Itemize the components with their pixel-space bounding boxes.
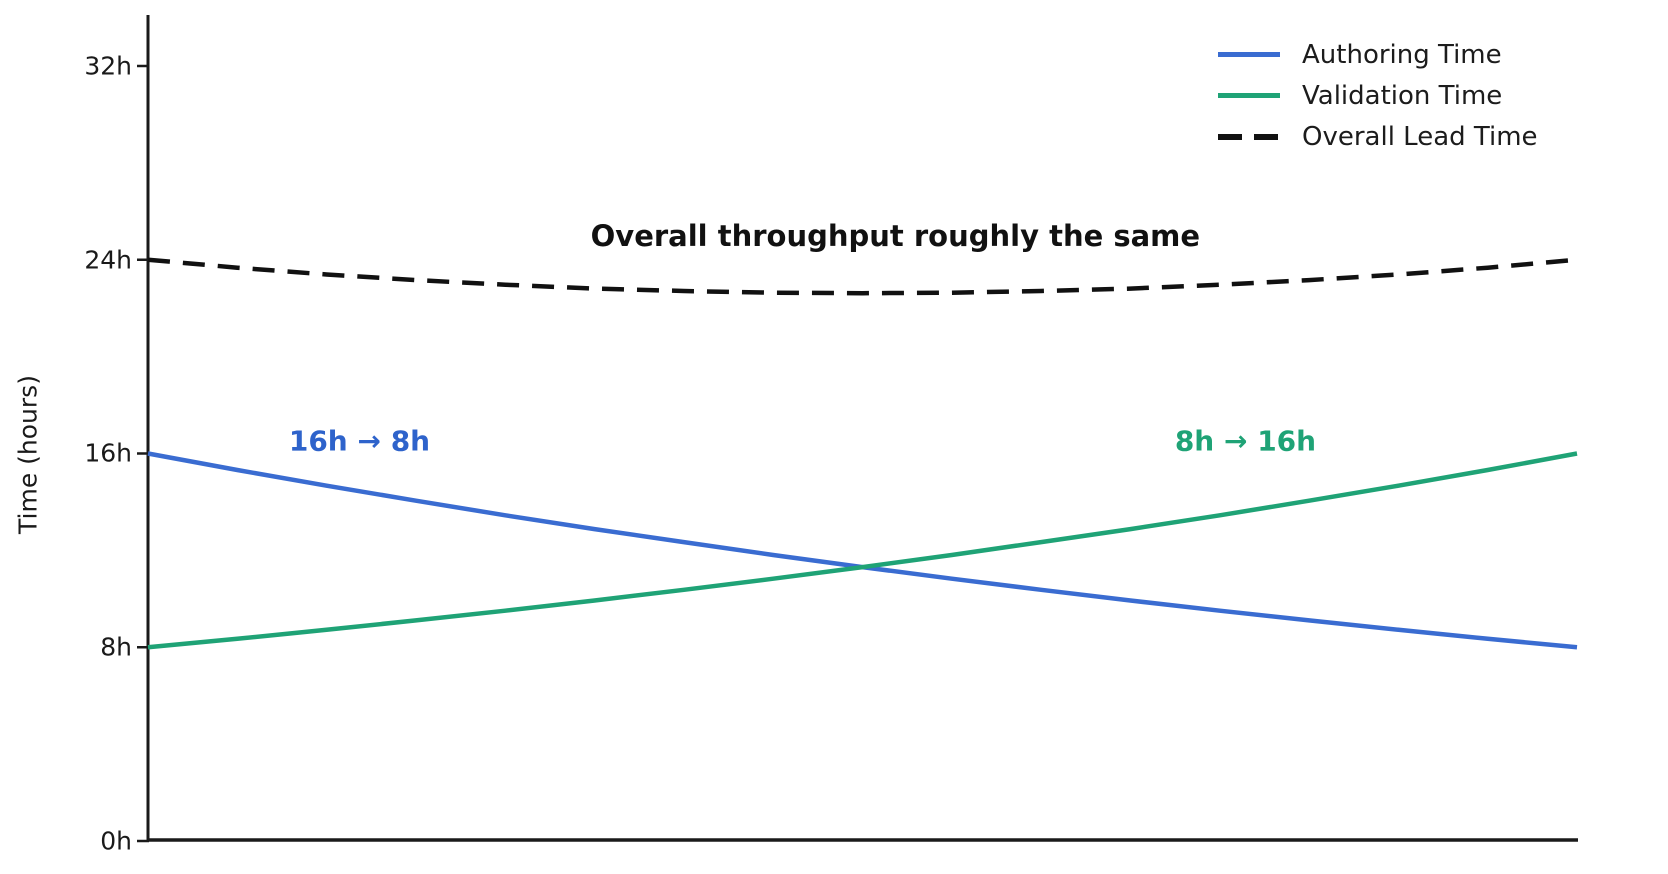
y-tick-label: 16h	[84, 438, 132, 468]
y-tick-marks	[137, 64, 149, 843]
legend-label: Overall Lead Time	[1302, 121, 1538, 152]
validation-time-line	[147, 451, 1578, 650]
legend-label: Authoring Time	[1302, 39, 1502, 70]
overall-lead-time-line	[147, 257, 1578, 296]
throughput-annotation: Overall throughput roughly the same	[590, 218, 1201, 253]
authoring-time-line	[147, 451, 1578, 650]
legend: Authoring Time Validation Time Overall L…	[1218, 34, 1538, 157]
legend-item-validation: Validation Time	[1218, 75, 1538, 116]
overall-lead-dashed-swatch	[1218, 133, 1280, 140]
data-series-lines	[147, 257, 1578, 650]
legend-item-authoring: Authoring Time	[1218, 34, 1538, 75]
y-tick-label: 8h	[100, 632, 132, 662]
axes	[137, 15, 1578, 843]
authoring-line-swatch	[1218, 52, 1280, 57]
legend-label: Validation Time	[1302, 80, 1503, 111]
y-axis-title: Time (hours)	[13, 375, 43, 534]
y-tick-label: 24h	[84, 245, 132, 275]
y-tick-label: 32h	[84, 51, 132, 81]
legend-item-overall: Overall Lead Time	[1218, 116, 1538, 157]
y-tick-label: 0h	[100, 826, 132, 856]
validation-line-swatch	[1218, 93, 1280, 98]
validation-change-annotation: 8h → 16h	[1174, 424, 1317, 458]
authoring-change-annotation: 16h → 8h	[288, 424, 431, 458]
